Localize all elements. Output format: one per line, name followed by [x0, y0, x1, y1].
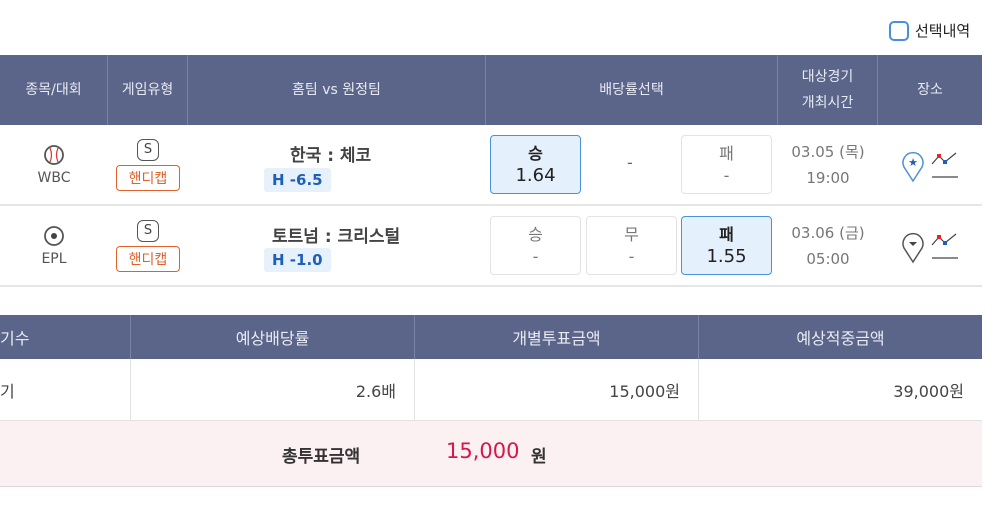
odds-lose-button[interactable]: 패- [681, 135, 772, 194]
venue-pin-icon[interactable] [900, 228, 926, 264]
handicap-value: H -6.5 [264, 168, 331, 192]
odds-lose-button[interactable]: 패 1.55 [681, 216, 772, 275]
odds-label: 승 [528, 224, 543, 244]
col-bet-amount: 개별투표금액 [415, 315, 699, 359]
col-sport: 종목/대회 [0, 55, 108, 125]
single-icon: S [137, 139, 159, 161]
col-time-line1: 대상경기 [801, 69, 854, 85]
game-date: 03.06 (금) [791, 224, 865, 242]
game-type-badge: 핸디캡 [115, 246, 181, 272]
checkbox-icon[interactable] [889, 20, 909, 41]
venue-pin-icon[interactable]: ★ [900, 147, 926, 183]
round-value: 기 [0, 359, 131, 421]
match-teams: 한국 : 체코 [290, 146, 372, 166]
game-row: WBC S 핸디캡 한국 : 체코 H -6.5 승 1.64 - 패- 03.0… [0, 125, 982, 206]
total-value: 15,000 [446, 439, 520, 463]
total-label: 총투표금액 [282, 447, 361, 467]
game-row: EPL S 핸디캡 토트넘 : 크리스털 H -1.0 승- 무- 패 1.55 … [0, 206, 982, 287]
odds-value: 1.64 [515, 164, 556, 186]
odds-label: 무 [624, 224, 639, 244]
bet-amount-value: 15,000원 [415, 359, 699, 421]
col-venue: 장소 [917, 82, 943, 98]
col-teams: 홈팀 vs 원정팀 [188, 55, 486, 125]
league-name: EPL [41, 251, 67, 267]
odds-value: - [532, 246, 539, 266]
stats-chart-icon[interactable] [930, 231, 960, 261]
match-teams: 토트넘 : 크리스털 [272, 227, 401, 247]
total-unit: 원 [531, 447, 547, 467]
expected-win-value: 39,000원 [893, 382, 964, 401]
col-game-type: 게임유형 [108, 55, 188, 125]
total-row: 총투표금액 15,000 원 [0, 421, 982, 487]
soccer-icon [44, 226, 64, 246]
odds-draw-button[interactable]: 무- [586, 216, 677, 275]
expected-odds-value: 2.6배 [131, 359, 415, 421]
game-time: 19:00 [806, 169, 850, 187]
odds-label: 승 [528, 143, 543, 163]
col-round: 기수 [0, 315, 131, 359]
single-icon: S [137, 220, 159, 242]
col-odds: 배당률선택 [486, 55, 778, 125]
odds-win-button[interactable]: 승- [490, 216, 581, 275]
odds-value: 1.55 [706, 245, 747, 267]
handicap-value: H -1.0 [264, 248, 331, 272]
summary-header: 기수 예상배당률 개별투표금액 예상적중금액 [0, 315, 982, 359]
col-expected-win: 예상적중금액 [796, 329, 885, 348]
summary-row: 기 2.6배 15,000원 39,000원 [0, 359, 982, 421]
col-time-line2: 개최시간 [801, 95, 854, 111]
select-history-checkbox[interactable]: 선택내역 [889, 20, 970, 41]
game-time: 05:00 [806, 250, 850, 268]
odds-label: 패 [719, 143, 734, 163]
game-type-badge: 핸디캡 [115, 165, 181, 191]
odds-label: 패 [719, 224, 734, 244]
odds-win-button[interactable]: 승 1.64 [490, 135, 581, 194]
svg-text:★: ★ [908, 156, 918, 169]
odds-value: - [723, 165, 730, 185]
col-expected-odds: 예상배당률 [131, 315, 415, 359]
select-history-label: 선택내역 [915, 22, 971, 40]
stats-chart-icon[interactable] [930, 150, 960, 180]
odds-value: - [628, 246, 635, 266]
draw-unavailable: - [627, 153, 633, 172]
league-name: WBC [37, 170, 71, 186]
baseball-icon [44, 145, 64, 165]
game-date: 03.05 (목) [791, 143, 865, 161]
